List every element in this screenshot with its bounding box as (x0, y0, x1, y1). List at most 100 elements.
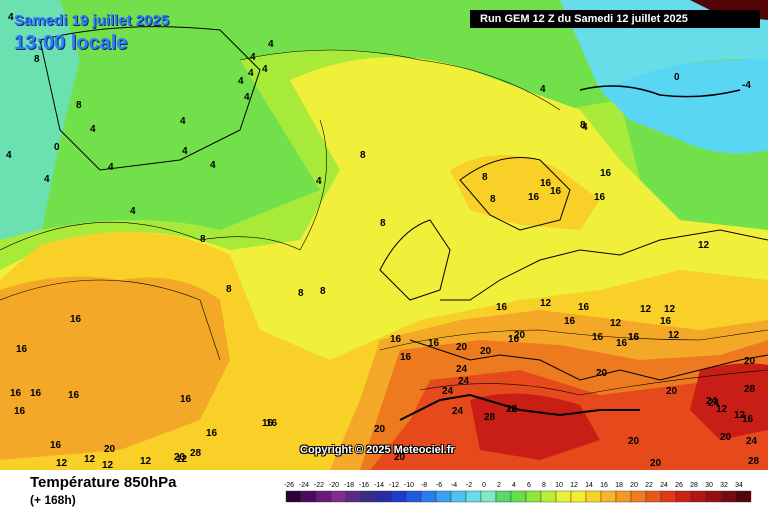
legend-label: 6 (527, 482, 531, 489)
isotherm-label: 16 (428, 338, 440, 349)
isotherm-label: 8 (380, 218, 386, 229)
isotherm-label: 24 (458, 376, 470, 387)
isotherm-label: 12 (610, 318, 622, 329)
isotherm-label: 20 (374, 424, 386, 435)
isotherm-label: 16 (550, 186, 562, 197)
legend-swatch (600, 490, 617, 503)
legend-label: -20 (329, 482, 339, 489)
isotherm-label: 24 (442, 386, 454, 397)
legend-swatch (525, 490, 542, 503)
isotherm-label: 16 (30, 388, 42, 399)
isotherm-label: 16 (16, 344, 28, 355)
legend-swatch (555, 490, 572, 503)
isotherm-label: 4 (540, 84, 546, 95)
legend-swatch (615, 490, 632, 503)
isotherm-label: 12 (716, 404, 728, 415)
isotherm-label: 12 (84, 454, 96, 465)
legend-swatch (585, 490, 602, 503)
isotherm-4 (239, 49, 561, 111)
isotherm-label: 16 (528, 192, 540, 203)
legend-swatch (420, 490, 437, 503)
legend-label: 28 (690, 482, 698, 489)
legend-label: -10 (404, 482, 414, 489)
isotherm-label: 24 (456, 364, 468, 375)
isotherm-label: 16 (50, 440, 62, 451)
legend-label: -22 (314, 482, 324, 489)
legend-swatch (375, 490, 392, 503)
isotherm-label: 4 (268, 39, 274, 50)
legend-swatch (450, 490, 467, 503)
isotherm-label: 16 (742, 414, 754, 425)
isotherm-label: 28 (744, 384, 756, 395)
isotherm-label: 12 (698, 240, 710, 251)
isotherm-label: 20 (514, 330, 526, 341)
legend-label: -24 (299, 482, 309, 489)
legend-swatch (690, 490, 707, 503)
isotherm-label: 8 (580, 120, 586, 131)
isotherm-label: 12 (56, 458, 68, 469)
model-run-label: Run GEM 12 Z du Samedi 12 juillet 2025 (470, 10, 760, 28)
legend-label: 24 (660, 482, 668, 489)
legend-label: 0 (482, 482, 486, 489)
isotherm-label: 24 (452, 406, 464, 417)
legend-label: 12 (570, 482, 578, 489)
isotherm-label: 8 (320, 286, 326, 297)
legend-label: 18 (615, 482, 623, 489)
legend-label: -8 (421, 482, 427, 489)
forecast-time: 13:00 locale (14, 32, 128, 54)
legend-swatch (720, 490, 737, 503)
coastline-greenland (39, 26, 261, 171)
legend-swatch (705, 490, 722, 503)
isotherm-label: 12 (540, 298, 552, 309)
coastline-mediterranean-north (409, 339, 768, 381)
legend-label: -26 (284, 482, 294, 489)
forecast-lead-time: (+ 168h) (30, 493, 76, 507)
coastline-british-isles (379, 219, 451, 301)
legend-swatch (390, 490, 407, 503)
isotherm-label: 28 (506, 404, 518, 415)
isotherm-label: 12 (668, 330, 680, 341)
isotherm-24 (419, 369, 768, 396)
isotherm-label: 16 (70, 314, 82, 325)
isotherm-label: 4 (250, 52, 256, 63)
isotherm-20 (379, 329, 768, 351)
isotherm-label: 16 (262, 418, 274, 429)
legend-label: -16 (359, 482, 369, 489)
isotherm-label: 4 (44, 174, 50, 185)
isotherm-label: -4 (742, 80, 751, 91)
isotherm-label: 4 (90, 124, 96, 135)
legend-swatch (285, 490, 302, 503)
isotherm-label: 4 (262, 64, 268, 75)
legend-swatch (405, 490, 422, 503)
legend-swatch (345, 490, 362, 503)
isotherm-label: 8 (226, 284, 232, 295)
isotherm-label: 12 (140, 456, 152, 467)
legend-swatch (510, 490, 527, 503)
isotherm-label: 8 (360, 150, 366, 161)
legend-swatch (735, 490, 752, 503)
isotherm-label: 16 (592, 332, 604, 343)
isotherm-label: 16 (578, 302, 590, 313)
isotherm-label: 16 (180, 394, 192, 405)
legend-swatch (300, 490, 317, 503)
forecast-date: Samedi 19 juillet 2025 (14, 12, 170, 29)
isotherm-label: 4 (8, 12, 14, 23)
cool-zone-west (0, 0, 80, 250)
isotherm-label: 8 (482, 172, 488, 183)
isotherm-label: 4 (210, 160, 216, 171)
isotherm-label: 16 (564, 316, 576, 327)
legend-label: 20 (630, 482, 638, 489)
isotherm-label: 16 (628, 332, 640, 343)
deep-red-east (690, 363, 768, 440)
legend-swatch (570, 490, 587, 503)
isotherm-label: 8 (298, 288, 304, 299)
isotherm-label: 20 (480, 346, 492, 357)
legend-label: -14 (374, 482, 384, 489)
legend-label: 8 (542, 482, 546, 489)
legend-label: -18 (344, 482, 354, 489)
isotherm-label: 16 (10, 388, 22, 399)
isotherm-label: 16 (400, 352, 412, 363)
isotherm-label: 16 (660, 316, 672, 327)
